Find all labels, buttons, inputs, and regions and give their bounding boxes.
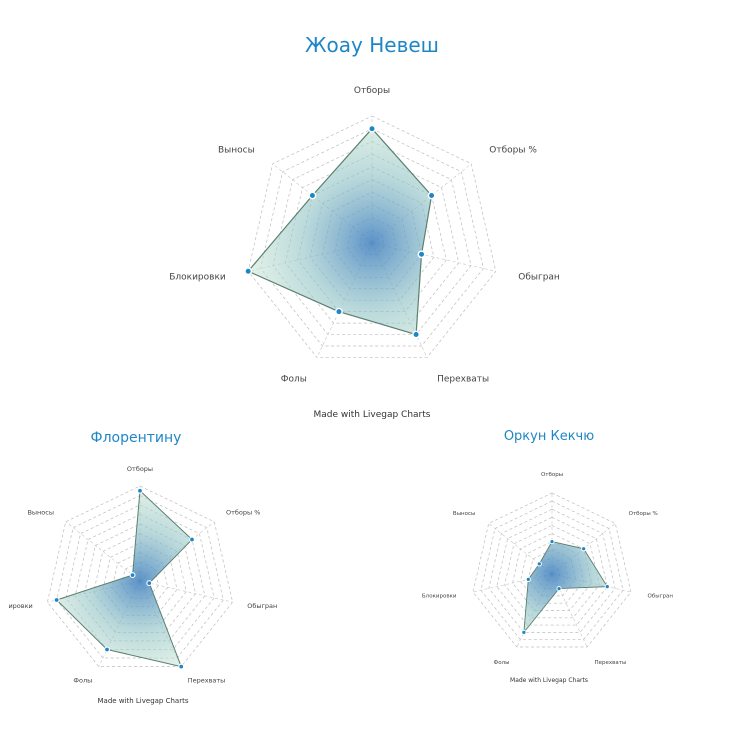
radar-points bbox=[521, 539, 610, 635]
data-point-4 bbox=[178, 663, 185, 670]
axis-label-5: Фолы bbox=[73, 676, 92, 684]
grid-ring bbox=[247, 115, 497, 358]
grid-ring bbox=[272, 141, 472, 335]
radar-area bbox=[523, 541, 608, 633]
axis-label-4: Перехваты bbox=[437, 374, 489, 384]
grid-spoke bbox=[139, 521, 215, 582]
chart-footer: Made with Livegap Charts bbox=[314, 410, 431, 420]
axis-label-2: Отборы % bbox=[489, 146, 537, 156]
axis-label-6: Блокировки bbox=[422, 594, 457, 600]
grid-ring bbox=[260, 128, 484, 347]
radar-axis-labels: Отборы Отборы % Обыгран Перехваты Фолы Блокир… bbox=[422, 472, 673, 666]
grid-spoke bbox=[139, 580, 233, 603]
grid-ring bbox=[480, 500, 624, 641]
chart-footer: Made with Livegap Charts bbox=[510, 677, 588, 684]
radar-area bbox=[56, 490, 193, 668]
data-point-1 bbox=[137, 487, 143, 494]
radar-axis-labels: Отборы Отборы % Обыгран Перехваты Фолы Блокир… bbox=[169, 86, 560, 384]
axis-label-2: Отборы % bbox=[629, 511, 658, 517]
grid-ring bbox=[56, 495, 224, 659]
radar-points bbox=[244, 124, 436, 339]
data-point-7 bbox=[308, 191, 317, 200]
axis-label-1: Отборы bbox=[127, 465, 153, 473]
axis-label-3: Обыгран bbox=[648, 594, 674, 600]
axis-label-6: Блокировки bbox=[169, 273, 226, 283]
axis-label-5: Фолы bbox=[494, 660, 510, 666]
radar-chart-orkun-kekchu: Оркун Кекчю Отборы Отборы % Обыгран Перехва… bbox=[422, 429, 673, 684]
chart-footer: Made with Livegap Charts bbox=[98, 697, 189, 705]
data-point-1 bbox=[549, 539, 555, 545]
data-point-5 bbox=[521, 629, 527, 635]
radar-area bbox=[247, 128, 433, 336]
data-point-6 bbox=[244, 267, 253, 276]
grid-ring bbox=[74, 514, 206, 642]
axis-label-4: Перехваты bbox=[188, 676, 226, 684]
data-point-2 bbox=[189, 536, 195, 543]
chart-title: Жоау Невеш bbox=[305, 33, 439, 57]
data-point-2 bbox=[581, 546, 587, 552]
radar-points bbox=[53, 487, 195, 670]
axis-label-3: Обыгран bbox=[247, 602, 277, 610]
grid-ring bbox=[496, 516, 608, 626]
axis-label-7: Выносы bbox=[27, 509, 54, 517]
radar-chart-zhoau-nevesh: Жоау Невеш Отборы Отборы % Обыгран Перехват… bbox=[169, 33, 560, 420]
chart-title: Флорентину bbox=[91, 430, 182, 446]
axis-label-1: Отборы bbox=[354, 86, 390, 96]
axis-label-6: ировки bbox=[8, 602, 32, 610]
data-point-7 bbox=[536, 561, 542, 567]
grid-spoke bbox=[371, 242, 496, 272]
data-point-6 bbox=[525, 576, 531, 582]
data-point-7 bbox=[129, 572, 136, 579]
chart-title: Оркун Кекчю bbox=[504, 429, 594, 444]
data-point-3 bbox=[146, 580, 153, 587]
grid-ring bbox=[284, 153, 460, 324]
axis-label-3: Обыгран bbox=[518, 273, 560, 283]
grid-spoke bbox=[65, 521, 141, 582]
data-point-4 bbox=[556, 586, 562, 592]
grid-ring bbox=[47, 485, 233, 667]
data-point-3 bbox=[604, 584, 610, 590]
data-point-1 bbox=[368, 124, 376, 133]
axis-label-7: Выносы bbox=[218, 146, 255, 156]
radar-chart-florentinu: Флорентину Отборы Отборы % Обыгран Перехват… bbox=[8, 430, 277, 705]
axis-label-4: Перехваты bbox=[595, 660, 627, 666]
data-point-3 bbox=[417, 250, 426, 259]
data-point-5 bbox=[335, 307, 343, 316]
series-area bbox=[56, 490, 193, 668]
data-point-4 bbox=[412, 330, 420, 339]
data-point-6 bbox=[53, 597, 60, 603]
axis-label-1: Отборы bbox=[541, 472, 563, 478]
series-area bbox=[247, 128, 433, 336]
radar-axis-labels: Отборы Отборы % Обыгран Перехваты Фолы ировки… bbox=[8, 465, 277, 684]
axis-label-5: Фолы bbox=[281, 374, 307, 384]
data-point-5 bbox=[104, 646, 110, 653]
series-area bbox=[523, 541, 608, 633]
grid-spoke bbox=[98, 580, 141, 667]
axis-label-7: Выносы bbox=[453, 511, 475, 517]
axis-label-2: Отборы % bbox=[226, 509, 260, 517]
data-point-2 bbox=[427, 191, 436, 200]
